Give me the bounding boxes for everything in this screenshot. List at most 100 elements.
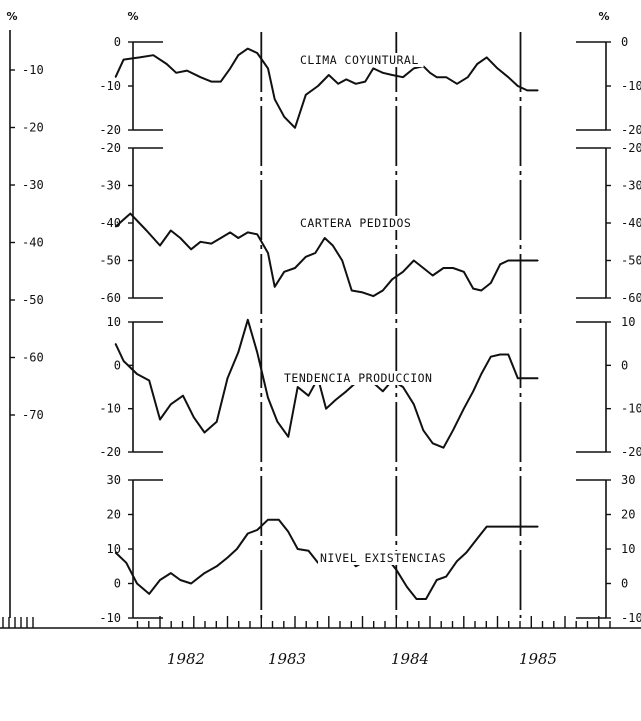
panel-2-point-2 [129, 213, 131, 215]
panel-2-point-9 [210, 243, 212, 245]
panel-2-point-40 [507, 259, 509, 262]
panel-1-point-30 [413, 67, 415, 69]
panel-3-point-11 [226, 377, 229, 379]
panel-4-point-31 [425, 598, 427, 600]
panel-2-point-24 [351, 289, 353, 292]
panel-2-point-27 [382, 289, 384, 292]
panel-4-point-39 [503, 526, 505, 528]
panel-2-tick-label-2: -30 [99, 179, 121, 193]
panel-1-point-37 [476, 63, 478, 65]
panel-4-point-36 [476, 538, 478, 540]
panel-2-point-11 [229, 231, 231, 233]
panel-1-point-38 [486, 56, 488, 59]
right-panel-2-tick-label-2: -30 [621, 179, 641, 193]
panel-3-point-41 [517, 377, 519, 379]
right-panel-2-tick-label-5: -60 [621, 291, 641, 305]
panel-2-point-21 [324, 237, 326, 239]
panel-4-point-15 [267, 519, 269, 521]
panel-1-point-3 [139, 56, 141, 59]
panel-3-point-39 [499, 353, 501, 356]
panel-1-point-32 [429, 72, 431, 74]
panel-1-title: CLIMA COYUNTURAL [300, 53, 419, 67]
panel-2-tick-label-5: -60 [99, 291, 121, 305]
right-panel-4-tick-label-3: 10 [621, 542, 635, 556]
panel-3-point-12 [237, 351, 239, 353]
panel-2-point-31 [422, 267, 424, 269]
panel-4-point-14 [256, 529, 258, 531]
panel-3-point-40 [507, 353, 509, 356]
panel-3-point-15 [267, 397, 269, 399]
panel-3-tick-label-4: -20 [99, 445, 121, 459]
panel-1-point-8 [199, 76, 202, 78]
panel-1-point-27 [382, 72, 384, 74]
panel-2-point-3 [145, 229, 148, 232]
panel-1-point-22 [337, 83, 339, 85]
panel-4-point-19 [307, 550, 310, 552]
panel-3-point-6 [170, 403, 172, 405]
panel-4-point-11 [226, 557, 229, 559]
panel-2-point-20 [314, 252, 316, 254]
panel-1-point-19 [305, 94, 307, 96]
panel-2-point-6 [179, 237, 181, 239]
left-aux-tick-label-7: -70 [22, 408, 44, 422]
panel-2-point-30 [413, 259, 415, 262]
panel-1-point-6 [175, 72, 177, 74]
panel-4-point-33 [445, 576, 447, 578]
panel-1-point-16 [274, 98, 276, 100]
panel-4-point-34 [456, 560, 458, 562]
left-aux-tick-label-1: -10 [22, 63, 44, 77]
panel-2-tick-label-4: -50 [99, 254, 121, 268]
right-panel-4-tick-label-4: 0 [621, 577, 628, 591]
left-unit-label: % [6, 10, 17, 23]
panel-2-point-17 [283, 271, 285, 273]
right-panel-3-tick-label-3: -10 [621, 402, 641, 416]
panel-3-point-5 [159, 418, 161, 421]
panel-2-point-8 [199, 241, 202, 243]
panel-2-point-36 [472, 288, 474, 290]
panel-2-point-4 [159, 244, 161, 247]
panel-2-point-22 [332, 244, 334, 247]
panel-3-point-38 [490, 356, 492, 358]
panel-4-point-43 [537, 526, 539, 528]
panel-1-point-23 [345, 78, 347, 80]
panel-3-point-7 [182, 395, 184, 397]
panel-4-title: NIVEL EXISTENCIAS [320, 551, 446, 565]
panel-3-point-9 [203, 431, 206, 434]
center-unit-label: % [127, 10, 138, 23]
panel-4-point-12 [236, 548, 238, 550]
panel-1-point-34 [445, 76, 447, 78]
panel-3-point-34 [452, 429, 454, 431]
panel-1-point-7 [186, 70, 188, 72]
panel-1-point-41 [517, 85, 519, 87]
right-panel-3-tick-label-1: 10 [621, 315, 635, 329]
panel-2-point-5 [170, 229, 172, 232]
right-panel-2-tick-label-4: -50 [621, 254, 641, 268]
panel-4-point-9 [203, 572, 206, 574]
panel-2-title-bg [298, 216, 416, 230]
panel-4-point-4 [148, 593, 150, 595]
panel-3-point-37 [480, 373, 482, 375]
right-panel-3-tick-label-2: 0 [621, 358, 628, 372]
panel-4-point-16 [278, 519, 280, 521]
panel-1-point-24 [355, 83, 357, 85]
panel-1-tick-label-2: -10 [99, 79, 121, 93]
panel-4-point-30 [415, 598, 418, 600]
left-aux-tick-label-6: -60 [22, 351, 44, 365]
panel-1-point-17 [283, 116, 285, 118]
panel-1-point-1 [114, 76, 117, 78]
panel-4-point-41 [523, 526, 526, 528]
panel-3-point-22 [334, 399, 337, 401]
panel-2-point-32 [432, 274, 434, 277]
panel-2-point-41 [517, 259, 519, 262]
panel-4-point-42 [530, 526, 532, 528]
left-aux-tick-label-2: -20 [22, 121, 44, 135]
panel-3-point-32 [432, 442, 434, 444]
panel-3-tick-label-3: -10 [99, 402, 121, 416]
panel-3-point-19 [307, 395, 310, 397]
panel-2-point-12 [237, 237, 239, 239]
panel-4-tick-label-2: 20 [107, 508, 121, 522]
panel-3-point-21 [325, 408, 327, 410]
panel-4-point-3 [136, 582, 138, 585]
panel-1-tick-label-1: 0 [114, 35, 121, 49]
